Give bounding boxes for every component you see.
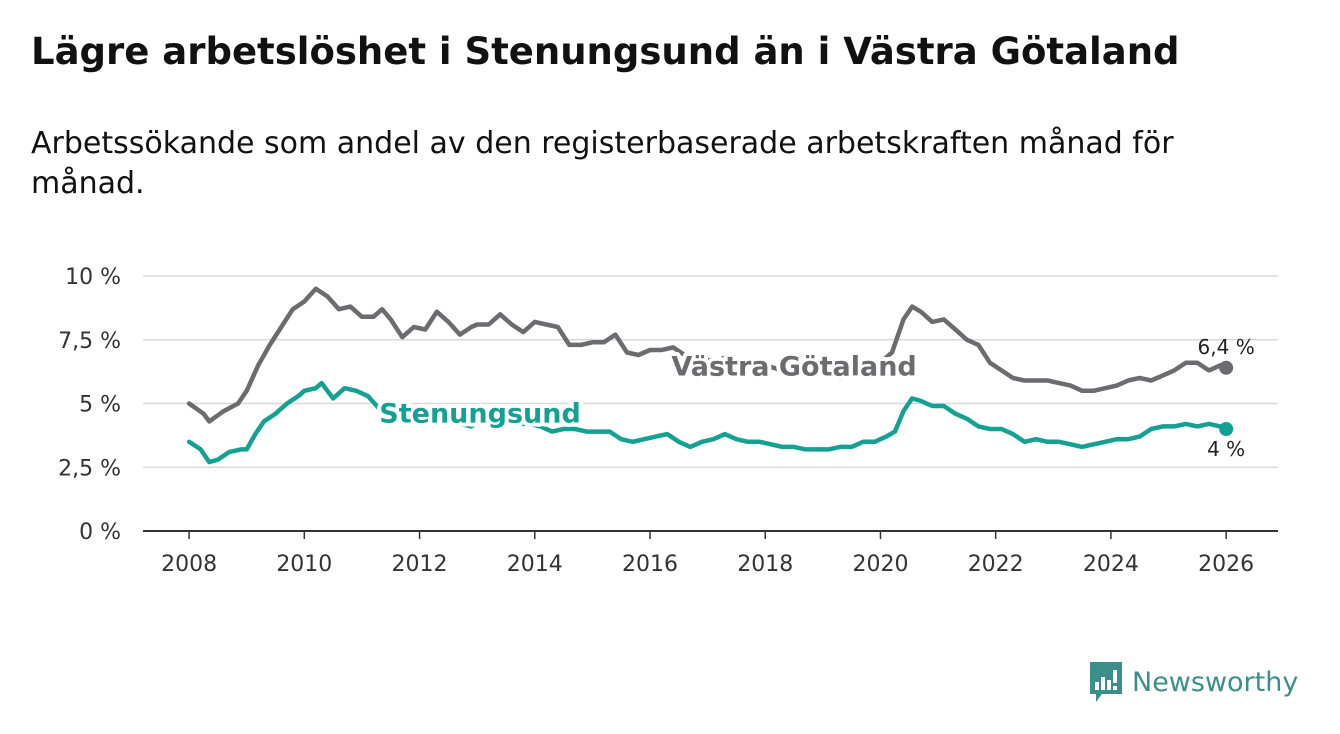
series-name-label: Västra Götaland <box>671 351 916 382</box>
newsworthy-logo: Newsworthy <box>1088 660 1298 704</box>
x-tick-label: 2008 <box>161 552 217 577</box>
series-end-label: 4 % <box>1207 437 1245 461</box>
y-tick-label: 7,5 % <box>58 329 121 354</box>
series-labels: 6,4 % 4 % Västra Götaland Stenungsund <box>375 335 1255 461</box>
series-line-västra-götaland <box>186 286 1229 424</box>
x-tick-label: 2018 <box>737 552 793 577</box>
chart-title: Lägre arbetslöshet i Stenungsund än i Vä… <box>31 30 1180 73</box>
newsworthy-logo-icon <box>1090 662 1122 702</box>
x-axis: 2008 2010 2012 2014 2016 2018 2020 2022 2024 2026 <box>143 530 1278 577</box>
newsworthy-brand-name: Newsworthy <box>1132 666 1299 698</box>
x-tick-label: 2024 <box>1083 552 1139 577</box>
x-tick-label: 2014 <box>507 552 563 577</box>
series-end-dot <box>1219 422 1234 436</box>
y-axis-ticks: 0 % 2,5 % 5 % 7,5 % 10 % <box>58 265 121 545</box>
x-tick-label: 2026 <box>1198 552 1254 577</box>
y-tick-label: 0 % <box>79 520 121 545</box>
x-tick-label: 2012 <box>392 552 448 577</box>
y-tick-label: 5 % <box>79 393 121 418</box>
series-end-dot <box>1219 360 1234 375</box>
series-name-label: Stenungsund <box>379 399 581 430</box>
x-tick-label: 2020 <box>852 552 908 577</box>
x-tick-label: 2022 <box>968 552 1024 577</box>
y-tick-label: 2,5 % <box>58 456 121 481</box>
series-lines <box>186 286 1234 465</box>
series-end-label: 6,4 % <box>1198 335 1255 359</box>
gridlines <box>143 275 1278 468</box>
x-tick-label: 2010 <box>276 552 332 577</box>
y-tick-label: 10 % <box>65 265 121 290</box>
chart-subtitle: Arbetssökande som andel av den registerb… <box>31 126 1174 201</box>
x-tick-label: 2016 <box>622 552 678 577</box>
series-line-stenungsund <box>186 380 1229 465</box>
